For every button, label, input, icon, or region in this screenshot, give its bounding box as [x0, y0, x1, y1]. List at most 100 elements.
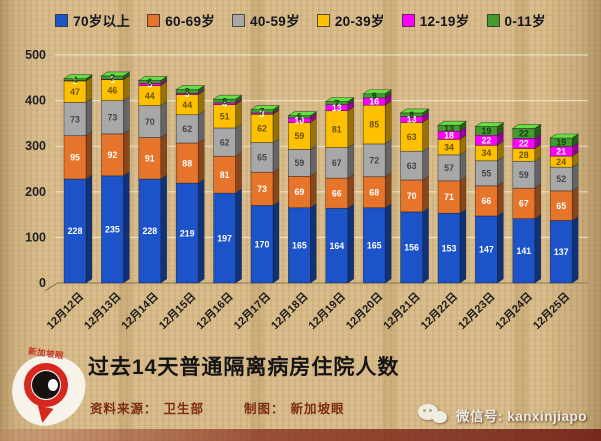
- x-tick-label: 12月22日: [418, 290, 460, 332]
- bar-segment-side: [85, 131, 93, 180]
- segment-value-label: 137: [554, 247, 569, 257]
- segment-value-label: 69: [295, 187, 305, 197]
- segment-value-label: 170: [255, 239, 270, 249]
- segment-value-label: 19: [556, 138, 566, 148]
- bar-segment-side: [497, 211, 504, 284]
- bar-segment-side: [347, 173, 355, 209]
- segment-value-label: 66: [332, 188, 342, 198]
- segment-value-label: 73: [257, 184, 267, 194]
- bar-top-face: [63, 74, 93, 80]
- segment-value-label: 1: [73, 76, 78, 86]
- legend-swatch: [147, 13, 161, 27]
- segment-value-label: 81: [332, 124, 342, 134]
- x-tick-label: 12月24日: [493, 290, 535, 332]
- bar-segment-side: [497, 181, 504, 217]
- segment-value-label: 52: [556, 174, 566, 184]
- segment-value-label: 7: [334, 98, 339, 108]
- bar-segment-side: [571, 216, 579, 284]
- segment-value-label: 92: [108, 150, 118, 160]
- segment-value-label: 156: [404, 243, 419, 253]
- bar-segment-side: [347, 143, 355, 179]
- bar-segment-side: [422, 146, 429, 181]
- bar-segment-side: [459, 176, 467, 214]
- segment-value-label: 47: [70, 87, 80, 97]
- y-tick-label: 100: [25, 230, 46, 244]
- x-tick-label: 12月23日: [455, 290, 497, 332]
- bar-segment-side: [272, 109, 280, 144]
- segment-value-label: 19: [482, 126, 492, 136]
- chart-title: 过去14天普通隔离病房住院人数: [88, 356, 400, 379]
- bar-segment-side: [384, 172, 392, 209]
- y-tick-label: 300: [25, 139, 46, 153]
- bar-segment-side: [85, 174, 93, 284]
- bar-top-face: [362, 89, 393, 95]
- x-tick-label: 12月19日: [306, 290, 348, 332]
- segment-value-label: 57: [444, 163, 454, 173]
- x-tick-label: 12月15日: [156, 290, 198, 332]
- legend-item-5: 0-11岁: [486, 10, 546, 30]
- bar-top-face: [474, 122, 505, 127]
- segment-value-label: 28: [519, 150, 529, 160]
- bar-segment-side: [347, 203, 355, 284]
- bar-top-face: [137, 76, 168, 81]
- bar-top-face: [212, 94, 243, 100]
- wechat-icon: [417, 404, 448, 426]
- segment-value-label: 5: [147, 80, 152, 90]
- legend-label: 0-11岁: [504, 14, 546, 29]
- segment-value-label: 228: [68, 226, 83, 236]
- segment-value-label: 67: [519, 199, 529, 209]
- segment-value-label: 70: [407, 191, 417, 201]
- bar-segment-side: [272, 138, 280, 173]
- segment-value-label: 73: [108, 112, 118, 122]
- bar-segment-side: [85, 76, 93, 103]
- bar-segment-side: [272, 167, 280, 206]
- segment-value-label: 46: [108, 85, 118, 95]
- bar-segment-side: [123, 171, 130, 284]
- bar-segment-side: [422, 118, 429, 152]
- bottom-wood-strip: [0, 429, 601, 441]
- source-credit-line: 资料来源： 卫生部 制图： 新加坡眼: [90, 398, 345, 417]
- bar-group: 165 69 59 59 105: [287, 111, 318, 284]
- legend-label: 70岁以上: [73, 14, 131, 29]
- segment-value-label: 44: [182, 100, 192, 110]
- source-value: 卫生部: [163, 402, 205, 416]
- bar-segment-side: [384, 100, 392, 145]
- bar-top-face: [175, 85, 206, 90]
- bar-segment-side: [123, 75, 130, 102]
- x-tick-label: 12月25日: [530, 290, 572, 332]
- wechat-bubble-small: [431, 411, 447, 423]
- segment-value-label: 91: [145, 153, 155, 163]
- segment-value-label: 62: [257, 124, 267, 134]
- bar-segment-side: [459, 208, 467, 284]
- segment-value-label: 13: [407, 115, 417, 125]
- segment-value-label: 4: [73, 75, 78, 85]
- bar-segment-side: [197, 178, 205, 284]
- bar-segment-side: [384, 139, 392, 178]
- x-tick-label: 12月13日: [81, 290, 123, 332]
- segment-value-label: 68: [369, 187, 379, 197]
- segment-value-label: 62: [220, 137, 230, 147]
- bar-segment-side: [85, 97, 93, 137]
- bar-segment-side: [197, 138, 205, 184]
- chart-legend: 70岁以上 60-69岁 40-59岁 20-39岁 12-19岁 0-11岁: [0, 8, 601, 32]
- segment-value-label: 9: [372, 91, 377, 101]
- segment-value-label: 51: [220, 112, 230, 122]
- segment-value-label: 8: [222, 96, 227, 106]
- segment-value-label: 85: [369, 120, 379, 130]
- bar-segment-side: [235, 123, 242, 157]
- segment-value-label: 95: [70, 153, 80, 163]
- segment-value-label: 72: [369, 156, 379, 166]
- segment-value-label: 70: [145, 117, 155, 127]
- segment-value-label: 235: [105, 225, 120, 235]
- segment-value-label: 16: [369, 97, 379, 107]
- segment-value-label: 34: [482, 148, 492, 158]
- legend-label: 60-69岁: [165, 14, 216, 29]
- segment-value-label: 164: [329, 241, 344, 251]
- x-tick-label: 12月20日: [343, 290, 385, 332]
- segment-value-label: 8: [409, 110, 414, 120]
